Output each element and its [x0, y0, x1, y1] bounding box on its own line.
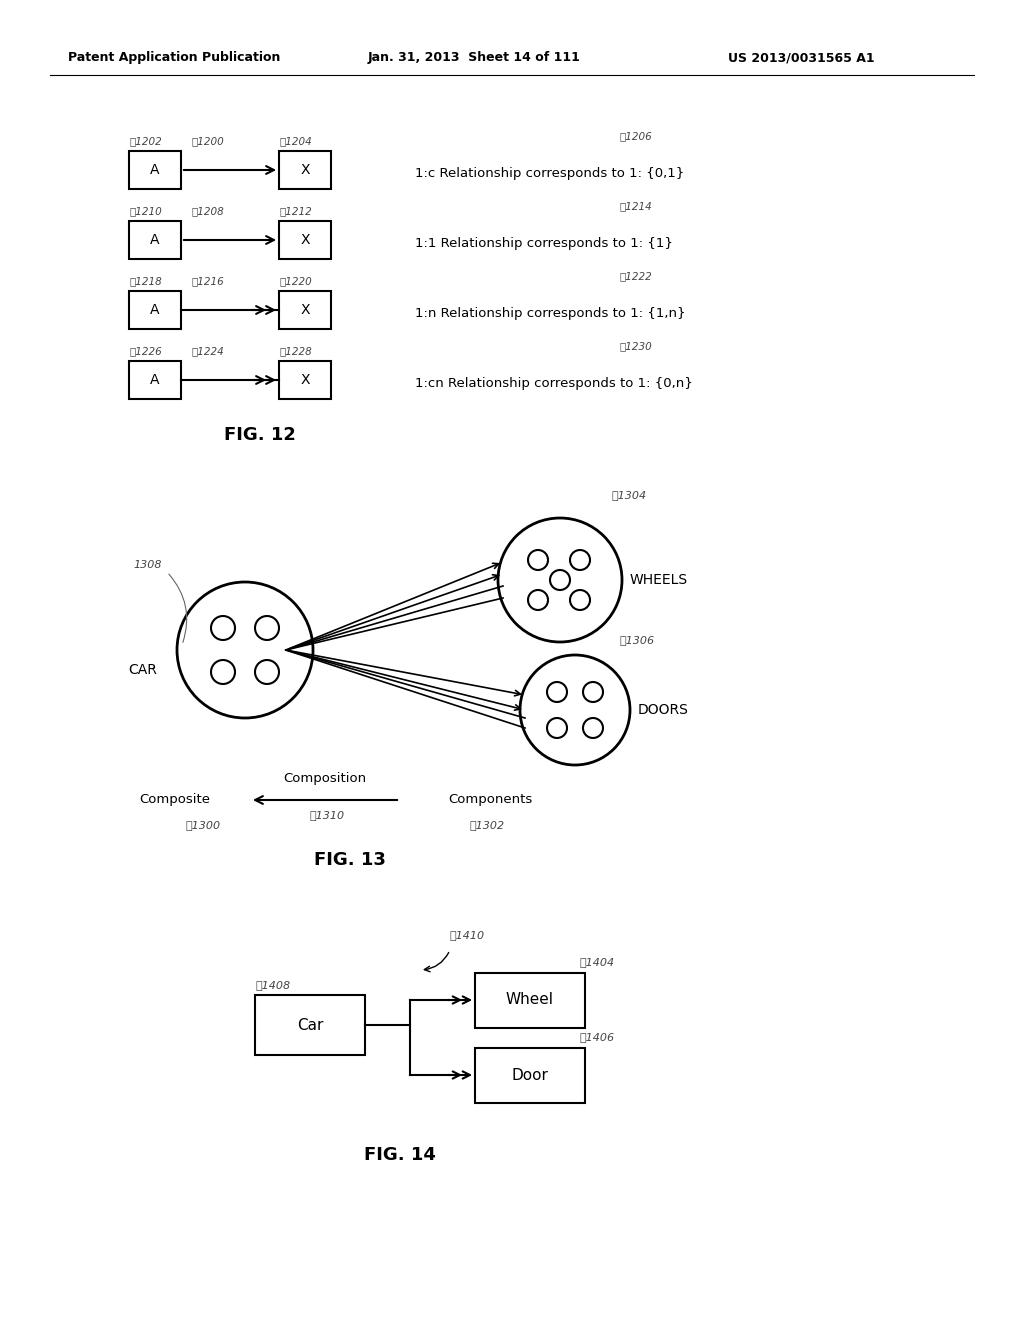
Text: ⎰1210: ⎰1210: [129, 206, 162, 216]
Text: FIG. 13: FIG. 13: [314, 851, 386, 869]
Text: Patent Application Publication: Patent Application Publication: [68, 51, 281, 65]
Text: US 2013/0031565 A1: US 2013/0031565 A1: [728, 51, 874, 65]
Text: ⎰1230: ⎰1230: [620, 341, 652, 351]
Text: Jan. 31, 2013  Sheet 14 of 111: Jan. 31, 2013 Sheet 14 of 111: [368, 51, 581, 65]
Text: Wheel: Wheel: [506, 993, 554, 1007]
Text: 1:c Relationship corresponds to 1: {0,1}: 1:c Relationship corresponds to 1: {0,1}: [415, 166, 684, 180]
Text: CAR: CAR: [128, 663, 157, 677]
Bar: [279, 360, 331, 399]
Text: A: A: [151, 374, 160, 387]
Text: Door: Door: [512, 1068, 549, 1082]
Text: 1:1 Relationship corresponds to 1: {1}: 1:1 Relationship corresponds to 1: {1}: [415, 236, 673, 249]
Text: ⎰1306: ⎰1306: [620, 635, 655, 645]
Text: ⎰1408: ⎰1408: [255, 979, 290, 990]
Text: ⎰1222: ⎰1222: [620, 271, 652, 281]
Text: ⎰1202: ⎰1202: [129, 136, 162, 147]
Bar: [279, 150, 331, 189]
Text: ⎰1216: ⎰1216: [191, 276, 224, 286]
Text: ⎰1304: ⎰1304: [612, 490, 647, 500]
Text: ⎰1228: ⎰1228: [279, 346, 311, 356]
Text: ⎰1218: ⎰1218: [129, 276, 162, 286]
Text: 1:n Relationship corresponds to 1: {1,n}: 1:n Relationship corresponds to 1: {1,n}: [415, 306, 685, 319]
Text: ⎰1200: ⎰1200: [191, 136, 224, 147]
Bar: [475, 973, 585, 1027]
Bar: [129, 150, 181, 189]
Text: ⎰1410: ⎰1410: [450, 931, 485, 940]
Text: A: A: [151, 234, 160, 247]
Text: Composition: Composition: [284, 772, 367, 785]
Text: 1308: 1308: [133, 560, 162, 570]
Text: ⎰1406: ⎰1406: [580, 1032, 615, 1043]
Text: ⎰1404: ⎰1404: [580, 957, 615, 968]
Bar: [129, 360, 181, 399]
Text: ⎰1208: ⎰1208: [191, 206, 224, 216]
Bar: [129, 290, 181, 329]
Bar: [255, 995, 365, 1055]
Text: ⎰1300: ⎰1300: [185, 820, 220, 830]
Text: X: X: [300, 162, 309, 177]
Text: ⎰1212: ⎰1212: [279, 206, 311, 216]
Text: ⎰1214: ⎰1214: [620, 201, 652, 211]
Text: X: X: [300, 374, 309, 387]
Text: A: A: [151, 304, 160, 317]
Text: FIG. 14: FIG. 14: [365, 1146, 436, 1164]
Bar: [279, 290, 331, 329]
Text: ⎰1224: ⎰1224: [191, 346, 224, 356]
Text: X: X: [300, 304, 309, 317]
Text: DOORS: DOORS: [638, 704, 689, 717]
Text: WHEELS: WHEELS: [630, 573, 688, 587]
Text: ⎰1310: ⎰1310: [310, 810, 345, 820]
Text: ⎰1302: ⎰1302: [470, 820, 505, 830]
Text: ⎰1204: ⎰1204: [279, 136, 311, 147]
Text: ⎰1220: ⎰1220: [279, 276, 311, 286]
Text: A: A: [151, 162, 160, 177]
Text: ⎰1206: ⎰1206: [620, 131, 652, 141]
Text: Car: Car: [297, 1018, 324, 1032]
Bar: [129, 220, 181, 259]
Text: ⎰1226: ⎰1226: [129, 346, 162, 356]
Text: FIG. 12: FIG. 12: [224, 426, 296, 444]
Bar: [475, 1048, 585, 1102]
Text: 1:cn Relationship corresponds to 1: {0,n}: 1:cn Relationship corresponds to 1: {0,n…: [415, 376, 693, 389]
Text: X: X: [300, 234, 309, 247]
Bar: [279, 220, 331, 259]
Text: Composite: Composite: [139, 793, 211, 807]
Text: Components: Components: [447, 793, 532, 807]
